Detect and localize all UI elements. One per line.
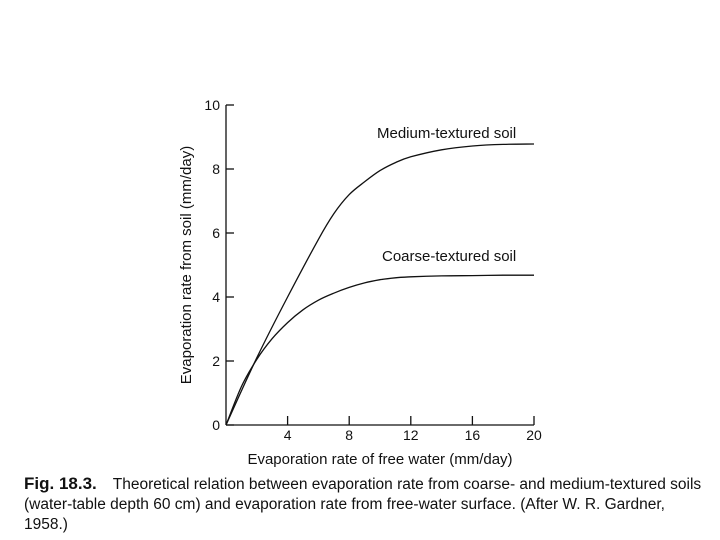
y-tick-label: 8: [212, 161, 220, 177]
series-line-coarse: [225, 274, 534, 426]
x-axis-label: Evaporation rate of free water (mm/day): [247, 451, 512, 468]
y-axis-label: Evaporation rate from soil (mm/day): [178, 146, 195, 384]
x-tick-label: 16: [465, 427, 481, 443]
y-tick-label: 10: [204, 97, 220, 113]
series-label-coarse: Coarse-textured soil: [382, 248, 516, 265]
caption-text: Theoretical relation between evaporation…: [24, 476, 702, 533]
series-line-medium: [225, 143, 535, 426]
figure-caption: Fig. 18.3. Theoretical relation between e…: [24, 474, 704, 535]
y-tick-label: 6: [212, 225, 220, 241]
x-tick-label: 12: [403, 427, 419, 443]
y-tick-label: 0: [212, 417, 220, 433]
x-tick-label: 8: [345, 427, 353, 443]
x-tick-label: 4: [284, 427, 292, 443]
x-tick-label: 20: [526, 427, 542, 443]
chart: 0 2 4 6 8 10 4 8 12 16 20 Medium-textured soil Coar…: [178, 97, 542, 468]
series-label-medium: Medium-textured soil: [377, 125, 516, 142]
axes: 0 2 4 6 8 10 4 8 12 16 20: [204, 97, 542, 443]
figure-number: Fig. 18.3.: [24, 474, 97, 493]
y-tick-label: 4: [212, 289, 220, 305]
series-group: Medium-textured soil Coarse-textured soil: [225, 125, 535, 426]
y-tick-label: 2: [212, 353, 220, 369]
